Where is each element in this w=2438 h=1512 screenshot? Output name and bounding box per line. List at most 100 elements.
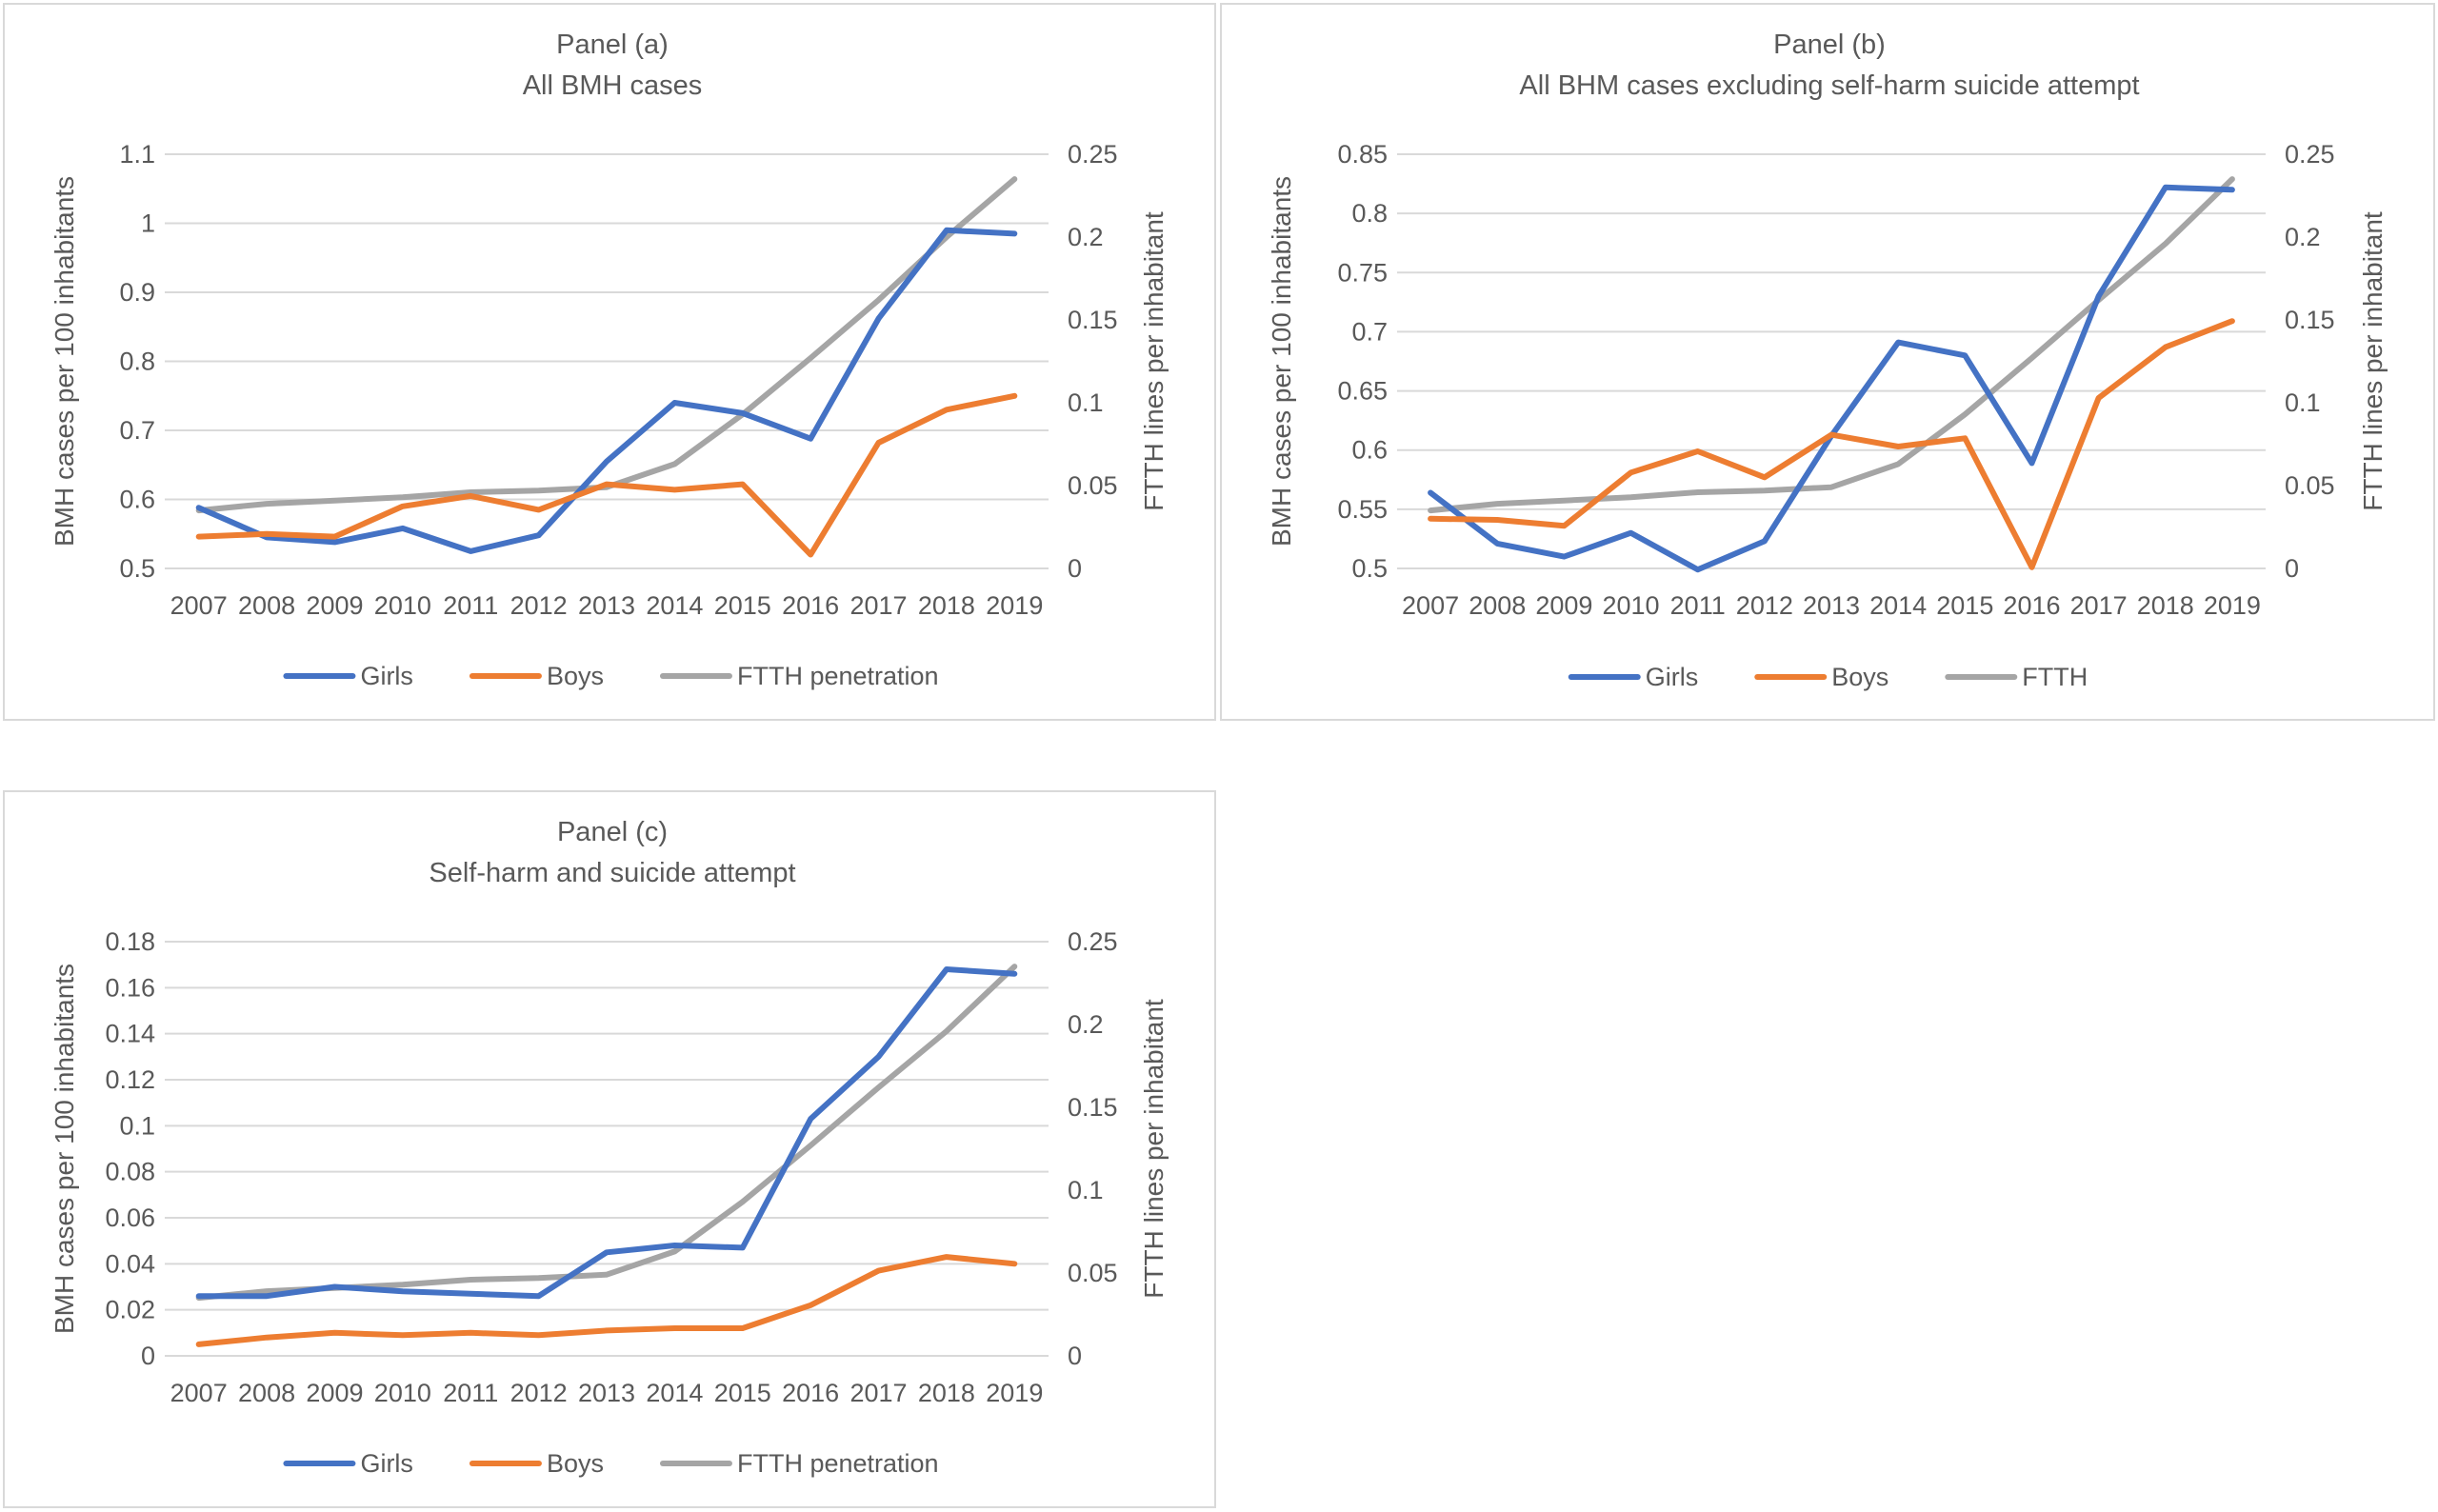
series-line-ftth-penetration [195,964,1018,1302]
x-tick-label: 2019 [2204,591,2261,620]
y-tick-label: 0.8 [119,348,155,376]
y2-tick-label: 0.25 [2285,140,2335,169]
y-tick-label: 0.85 [1337,140,1388,169]
x-tick-label: 2011 [443,591,498,620]
y-tick-label: 0.55 [1337,495,1388,524]
chart-a-svg: Panel (a) All BMH cases 0.5 0.6 0.7 0.8 0.9 1 1.… [50,30,1169,690]
x-tick-label: 2013 [578,591,635,620]
legend-label-boys: Boys [547,1449,604,1478]
y2-tick-label: 0.2 [2285,223,2321,251]
x-tick-label: 2011 [1670,591,1726,620]
x-tick-label: 2008 [238,591,295,620]
x-tick-label: 2008 [238,1379,295,1407]
x-tick-label: 2017 [849,1379,907,1407]
y-tick-label: 0.75 [1337,258,1388,287]
x-tick-label: 2017 [2070,591,2128,620]
y-tick-label: 0.5 [119,554,155,583]
y-tick-label: 0.8 [1351,199,1388,228]
y2-tick-label: 0.25 [1068,140,1118,169]
y2-tick-label: 0 [2285,554,2299,583]
y-tick-label: 0.6 [119,486,155,514]
y-tick-label: 1.1 [119,140,155,169]
series-line-girls [195,966,1018,1300]
series-line-girls [1428,184,2235,573]
y2-tick-label: 0.1 [2285,388,2321,417]
y2-tick-label: 0.1 [1068,1176,1104,1204]
x-tick-label: 2014 [1869,591,1927,620]
y-tick-label: 0.9 [119,278,155,307]
y2-tick-label: 0.15 [1068,1093,1118,1122]
y2-tick-label: 0.15 [2285,306,2335,334]
y-tick-label: 0.65 [1337,377,1388,406]
chart-panel-a: Panel (a) All BMH cases 0.5 0.6 0.7 0.8 0.9 1 1.… [3,3,1216,721]
x-tick-label: 2016 [2003,591,2060,620]
y2-tick-label: 0 [1068,1342,1082,1370]
series-line-ftth [1428,176,2235,514]
x-tick-label: 2014 [646,591,703,620]
x-tick-label: 2007 [170,1379,228,1407]
x-tick-label: 2015 [714,591,771,620]
x-tick-label: 2015 [714,1379,771,1407]
x-tick-label: 2010 [374,591,431,620]
y-tick-label: 0.18 [105,927,155,956]
series-line-boys [195,1254,1018,1347]
x-tick-label: 2017 [849,591,907,620]
y-tick-label: 0.16 [105,973,155,1002]
x-tick-label: 2019 [986,1379,1043,1407]
x-tick-label: 2008 [1469,591,1526,620]
chart-c-svg: Panel (c) Self-harm and suicide attempt 0 0… [50,817,1169,1478]
x-tick-label: 2015 [1936,591,1993,620]
y-tick-label: 0.14 [105,1020,155,1048]
y2-tick-label: 0.2 [1068,1010,1104,1039]
y-tick-label: 0.12 [105,1065,155,1094]
series-line-boys [1428,318,2235,570]
y-axis-title: BMH cases per 100 inhabitants [50,176,79,547]
legend-label-ftth: FTTH [2022,663,2088,691]
y2-tick-label: 0.15 [1068,306,1118,334]
legend-label-boys: Boys [1831,663,1888,691]
y2-tick-label: 0.05 [2285,471,2335,500]
x-tick-label: 2010 [1602,591,1659,620]
y-tick-label: 0.06 [105,1204,155,1232]
x-tick-label: 2014 [646,1379,703,1407]
legend-label-boys: Boys [547,662,604,690]
y2-tick-label: 0 [1068,554,1082,583]
y-tick-label: 0.5 [1351,554,1388,583]
chart-panel-c: Panel (c) Self-harm and suicide attempt 0 0… [3,790,1216,1508]
x-tick-label: 2009 [306,1379,363,1407]
y2-axis-title: FTTH lines per inhabitant [2358,211,2388,511]
x-tick-label: 2013 [578,1379,635,1407]
legend-label-girls: Girls [360,1449,413,1478]
legend-label-ftth-penetration: FTTH penetration [737,1449,939,1478]
y-tick-label: 0.08 [105,1158,155,1186]
x-tick-label: 2009 [1535,591,1592,620]
x-tick-label: 2011 [443,1379,498,1407]
x-tick-label: 2018 [2137,591,2194,620]
y-tick-label: 0.7 [119,416,155,445]
chart-panel-b: Panel (b) All BHM cases excluding self-ha… [1220,3,2435,721]
y-tick-label: 1 [141,209,155,238]
chart-subtitle: All BMH cases [523,70,703,101]
series-line-girls [195,227,1018,554]
y2-tick-label: 0.25 [1068,927,1118,956]
y2-axis-title: FTTH lines per inhabitant [1139,211,1169,511]
y2-tick-label: 0.05 [1068,471,1118,500]
x-tick-label: 2009 [306,591,363,620]
y-axis-title: BMH cases per 100 inhabitants [50,964,79,1334]
legend-label-girls: Girls [1646,663,1699,691]
y-tick-label: 0.1 [119,1111,155,1140]
x-tick-label: 2012 [510,1379,568,1407]
legend-label-ftth-penetration: FTTH penetration [737,662,939,690]
x-tick-label: 2018 [918,1379,975,1407]
chart-subtitle: All BHM cases excluding self-harm suicid… [1519,70,2139,101]
y-tick-label: 0 [141,1342,155,1370]
legend-label-girls: Girls [360,662,413,690]
y-tick-label: 0.6 [1351,436,1388,465]
y2-tick-label: 0.1 [1068,388,1104,417]
chart-title: Panel (c) [557,817,668,847]
x-tick-label: 2013 [1803,591,1860,620]
x-tick-label: 2016 [782,1379,839,1407]
y-tick-label: 0.02 [105,1296,155,1324]
x-tick-label: 2018 [918,591,975,620]
x-tick-label: 2007 [170,591,228,620]
